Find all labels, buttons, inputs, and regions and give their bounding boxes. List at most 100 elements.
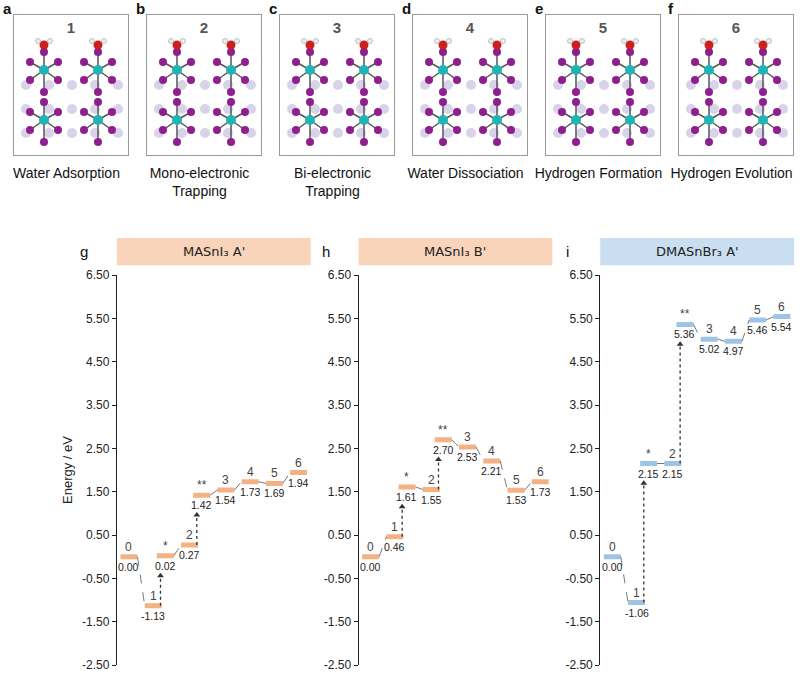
svg-text:DMASnBr₃ A': DMASnBr₃ A' xyxy=(656,244,739,259)
svg-text:2.50: 2.50 xyxy=(86,442,110,456)
svg-text:3: 3 xyxy=(333,19,341,36)
svg-text:4.97: 4.97 xyxy=(723,345,744,357)
svg-text:2: 2 xyxy=(428,473,435,487)
svg-text:2.15: 2.15 xyxy=(662,468,683,480)
svg-text:2: 2 xyxy=(200,19,208,36)
html-text:Mono-electronic Trapping: Mono-electronic Trapping xyxy=(149,165,250,199)
svg-text:1.69: 1.69 xyxy=(264,487,285,499)
svg-text:g: g xyxy=(80,243,88,260)
svg-text:0.27: 0.27 xyxy=(179,549,200,561)
svg-text:5: 5 xyxy=(513,473,520,487)
svg-text:2.70: 2.70 xyxy=(433,444,454,456)
svg-text:4.50: 4.50 xyxy=(86,355,110,369)
svg-text:Energy / eV: Energy / eV xyxy=(60,436,75,504)
svg-text:1.50: 1.50 xyxy=(569,485,593,499)
svg-text:1: 1 xyxy=(67,19,75,36)
svg-text:-1.06: -1.06 xyxy=(625,607,649,619)
svg-text:1: 1 xyxy=(391,520,398,534)
svg-text:0: 0 xyxy=(609,540,616,554)
svg-text:-1.50: -1.50 xyxy=(82,615,110,629)
svg-text:4: 4 xyxy=(247,465,254,479)
svg-text:3.50: 3.50 xyxy=(569,398,593,412)
svg-text:1.42: 1.42 xyxy=(191,499,212,511)
svg-text:3.50: 3.50 xyxy=(86,398,110,412)
svg-text:5.46: 5.46 xyxy=(747,324,768,336)
svg-text:5: 5 xyxy=(599,19,607,36)
svg-text:2: 2 xyxy=(186,528,193,542)
svg-text:4: 4 xyxy=(466,19,475,36)
svg-text:-0.50: -0.50 xyxy=(324,572,352,586)
svg-text:1.55: 1.55 xyxy=(421,494,442,506)
html-text:Bi-electronic Trapping: Bi-electronic Trapping xyxy=(294,165,371,199)
svg-text:6.50: 6.50 xyxy=(86,268,110,282)
svg-text:5: 5 xyxy=(271,466,278,480)
svg-text:2.53: 2.53 xyxy=(457,451,478,463)
svg-text:2.50: 2.50 xyxy=(328,442,352,456)
svg-text:6: 6 xyxy=(732,19,740,36)
svg-text:i: i xyxy=(566,243,569,260)
svg-text:2.50: 2.50 xyxy=(569,442,593,456)
svg-text:0.50: 0.50 xyxy=(328,528,352,542)
svg-text:5.54: 5.54 xyxy=(771,321,792,333)
svg-text:1.54: 1.54 xyxy=(215,494,236,506)
svg-text:-2.50: -2.50 xyxy=(565,658,593,672)
svg-text:5.50: 5.50 xyxy=(86,312,110,326)
svg-text:4: 4 xyxy=(488,444,495,458)
svg-text:6: 6 xyxy=(537,465,544,479)
svg-text:1.73: 1.73 xyxy=(530,486,551,498)
svg-text:-0.50: -0.50 xyxy=(82,572,110,586)
svg-text:*: * xyxy=(163,539,168,553)
html-text:Water Adsorption: Water Adsorption xyxy=(13,165,120,181)
svg-text:1.53: 1.53 xyxy=(506,494,527,506)
svg-text:MASnI₃ B': MASnI₃ B' xyxy=(424,244,486,259)
svg-text:h: h xyxy=(322,243,330,260)
svg-text:5.36: 5.36 xyxy=(674,328,695,340)
svg-text:2.21: 2.21 xyxy=(481,465,502,477)
svg-text:0: 0 xyxy=(367,540,374,554)
svg-text:MASnI₃ A': MASnI₃ A' xyxy=(183,244,245,259)
svg-text:3: 3 xyxy=(222,473,229,487)
svg-text:5.50: 5.50 xyxy=(569,312,593,326)
svg-text:0.00: 0.00 xyxy=(602,561,623,573)
svg-text:1.73: 1.73 xyxy=(240,486,261,498)
svg-text:*: * xyxy=(646,447,651,461)
svg-text:6.50: 6.50 xyxy=(328,268,352,282)
svg-text:**: ** xyxy=(438,423,448,437)
svg-text:4: 4 xyxy=(730,324,737,338)
svg-text:3.50: 3.50 xyxy=(328,398,352,412)
svg-text:3: 3 xyxy=(464,430,471,444)
svg-text:1: 1 xyxy=(150,589,157,603)
svg-text:0: 0 xyxy=(125,540,132,554)
svg-text:1.50: 1.50 xyxy=(86,485,110,499)
svg-text:**: ** xyxy=(197,478,207,492)
svg-text:**: ** xyxy=(680,307,690,321)
svg-text:6: 6 xyxy=(778,300,785,314)
svg-text:6.50: 6.50 xyxy=(569,268,593,282)
svg-text:6: 6 xyxy=(295,456,302,470)
svg-text:0.50: 0.50 xyxy=(569,528,593,542)
svg-text:-1.50: -1.50 xyxy=(324,615,352,629)
svg-text:0.00: 0.00 xyxy=(360,561,381,573)
svg-text:1: 1 xyxy=(633,586,640,600)
svg-text:1.50: 1.50 xyxy=(328,485,352,499)
svg-text:3: 3 xyxy=(706,322,713,336)
svg-text:4.50: 4.50 xyxy=(569,355,593,369)
svg-text:5.50: 5.50 xyxy=(328,312,352,326)
svg-text:0.00: 0.00 xyxy=(118,561,139,573)
svg-text:-1.13: -1.13 xyxy=(141,610,165,622)
svg-text:-0.50: -0.50 xyxy=(565,572,593,586)
svg-text:4.50: 4.50 xyxy=(328,355,352,369)
svg-text:0.46: 0.46 xyxy=(384,541,405,553)
svg-text:*: * xyxy=(404,470,409,484)
svg-text:0.02: 0.02 xyxy=(155,560,176,572)
svg-text:-1.50: -1.50 xyxy=(565,615,593,629)
svg-text:5: 5 xyxy=(754,303,761,317)
svg-text:0.50: 0.50 xyxy=(86,528,110,542)
svg-text:1.61: 1.61 xyxy=(396,491,417,503)
svg-text:-2.50: -2.50 xyxy=(82,658,110,672)
svg-text:1.94: 1.94 xyxy=(288,477,309,489)
svg-text:2: 2 xyxy=(669,447,676,461)
svg-text:2.15: 2.15 xyxy=(638,468,659,480)
svg-text:-2.50: -2.50 xyxy=(324,658,352,672)
svg-text:5.02: 5.02 xyxy=(699,343,720,355)
